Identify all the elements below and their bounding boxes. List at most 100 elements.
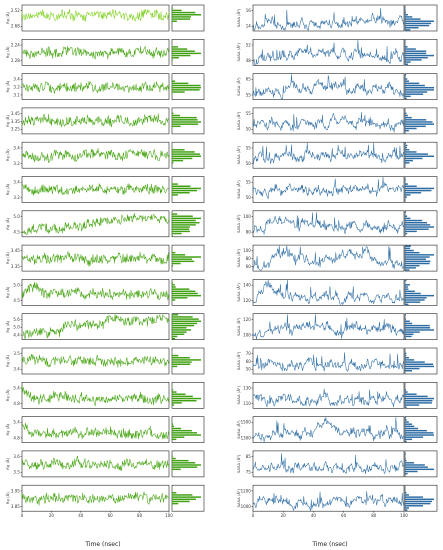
histogram-bar xyxy=(405,39,406,42)
histogram-bar xyxy=(172,423,174,425)
y-tick-label: 4.8 xyxy=(13,401,20,406)
histogram-frame xyxy=(171,141,205,169)
histogram-bar xyxy=(172,294,201,297)
panel: 3.4 3.2Rg (Å) xyxy=(5,141,205,169)
histogram-bar xyxy=(405,116,412,119)
histogram-bar xyxy=(405,468,434,471)
histogram-bar xyxy=(172,318,199,320)
axes-frame xyxy=(252,416,405,443)
histogram-bar xyxy=(172,224,196,226)
y-tick-label: 55 xyxy=(246,92,252,97)
histogram-bar xyxy=(405,269,410,271)
y-tick-label: 3.1 xyxy=(13,92,20,97)
histogram-bar xyxy=(172,322,198,325)
histogram-frame xyxy=(404,279,438,306)
histogram-bar xyxy=(405,256,430,258)
histogram-bar xyxy=(405,397,434,400)
histogram-bar xyxy=(172,262,181,265)
histogram-bar xyxy=(405,89,434,91)
histogram-bar xyxy=(172,50,195,52)
y-tick-label: 3.5 xyxy=(13,470,20,475)
y-tick-label: 4.5 xyxy=(13,298,20,303)
y-tick-label: 2.52 xyxy=(11,8,20,13)
histogram-bar xyxy=(405,159,413,162)
x-tick-label: 0 xyxy=(21,513,24,518)
histogram-frame xyxy=(171,38,205,66)
histogram-bar xyxy=(172,500,190,503)
histogram-bar xyxy=(405,429,427,432)
series-line xyxy=(21,212,170,236)
histogram-bar xyxy=(172,438,177,441)
histogram-bar xyxy=(172,425,174,428)
histogram-bar xyxy=(172,183,178,185)
series-line xyxy=(252,142,405,165)
histogram-bar xyxy=(172,333,185,336)
histogram-bar xyxy=(172,11,196,14)
histogram-bar xyxy=(172,327,187,329)
histogram-bar xyxy=(172,393,186,395)
histogram-bar xyxy=(405,361,425,363)
y-tick-label: 48 xyxy=(246,58,252,63)
histogram-frame xyxy=(404,450,438,478)
histogram-bar xyxy=(405,183,408,185)
histogram-bar xyxy=(172,54,191,57)
histogram-bar xyxy=(405,402,432,404)
histogram-bar xyxy=(172,399,197,402)
axes-frame xyxy=(252,176,405,203)
x-tick-label: 60 xyxy=(341,513,347,518)
histogram-bar xyxy=(172,221,200,224)
y-tick-label: 5.0 xyxy=(13,283,20,288)
histogram-frame xyxy=(404,381,438,409)
axes-frame xyxy=(252,484,405,512)
y-tick-label: 55 xyxy=(246,180,252,185)
y-tick-label: 55 xyxy=(246,145,252,150)
histogram-bar xyxy=(172,432,198,434)
histogram-frame xyxy=(404,141,438,169)
panel: 52 48 SASA (Å²) xyxy=(236,38,438,66)
histogram-bar xyxy=(172,284,175,286)
y-axis-label: SASA (Å²) xyxy=(236,111,241,130)
x-tick-label: 80 xyxy=(137,513,143,518)
series-line xyxy=(21,113,170,128)
y-tick-label: 1000 xyxy=(241,504,252,509)
histogram-frame xyxy=(404,244,438,272)
y-tick-label: 1300 xyxy=(241,435,252,440)
histogram-bar xyxy=(405,297,427,299)
panel: 65 55 SASA (Å²) xyxy=(236,73,438,100)
histogram-bar xyxy=(405,303,409,306)
histogram-bar xyxy=(172,316,193,318)
y-axis-label: Rg (Å) xyxy=(5,12,10,24)
y-axis-label: Rg (Å) xyxy=(5,149,10,161)
histogram-bar xyxy=(172,361,192,363)
series-line xyxy=(252,352,405,372)
y-axis-label: SASA (Å²) xyxy=(236,180,241,199)
histogram-bar xyxy=(405,50,427,52)
histogram-bar xyxy=(172,459,189,462)
histogram-bar xyxy=(405,196,407,198)
histogram-bar xyxy=(172,466,198,468)
histogram-bar xyxy=(405,470,418,473)
panel: 3.4 3.2 3.1Rg (Å) xyxy=(5,73,205,100)
y-tick-label: 50 xyxy=(246,195,252,200)
histogram-bar xyxy=(405,162,410,164)
histogram-bar xyxy=(405,299,425,301)
series-line xyxy=(252,74,405,100)
y-tick-label: 75 xyxy=(246,470,252,475)
y-tick-label: 5.6 xyxy=(13,317,20,322)
histogram-bar xyxy=(172,427,182,430)
series-line xyxy=(21,183,170,196)
histogram-frame xyxy=(171,210,205,238)
y-tick-label: 70 xyxy=(246,351,252,356)
histogram-bar xyxy=(405,286,408,288)
y-axis-label: SASA (Å²) xyxy=(236,283,241,302)
histogram-bar xyxy=(405,63,409,65)
y-tick-label: 2.28 xyxy=(11,58,20,63)
histogram-frame xyxy=(171,73,205,100)
histogram-bar xyxy=(405,290,415,293)
histogram-bar xyxy=(405,370,413,372)
histogram-bar xyxy=(405,320,410,323)
y-axis-label: Rg (Å) xyxy=(5,492,10,504)
histogram-bar xyxy=(405,267,416,269)
